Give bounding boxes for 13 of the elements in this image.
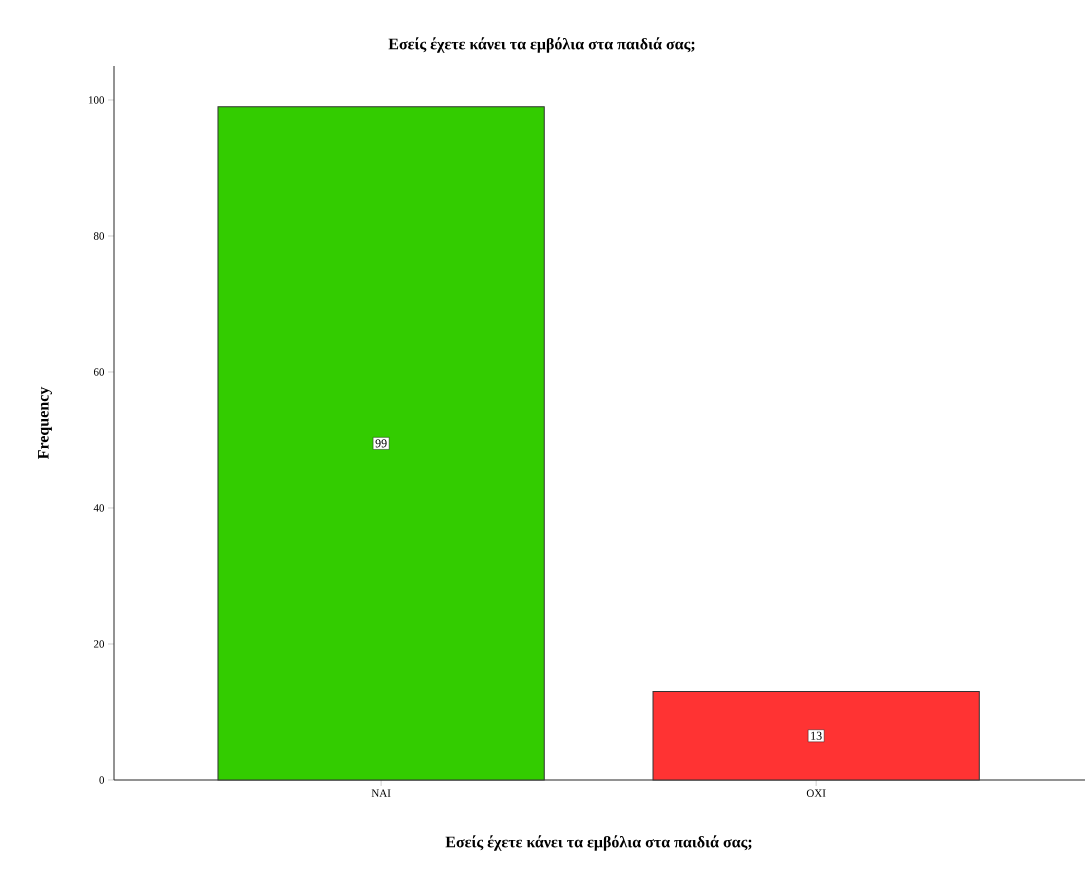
x-tick-label: ΟΧΙ	[806, 789, 826, 797]
y-axis-title: Frequency	[38, 386, 52, 460]
x-axis-title: Εσείς έχετε κάνει τα εμβόλια στα παιδιά σας;	[445, 835, 752, 851]
y-tick-label: 60	[93, 368, 105, 376]
y-tick-label: 40	[93, 504, 105, 512]
y-tick-label: 80	[93, 232, 105, 240]
y-tick-label: 20	[93, 640, 105, 648]
x-tick-label: ΝΑΙ	[371, 789, 391, 797]
chart-title: Εσείς έχετε κάνει τα εμβόλια στα παιδιά σας;	[388, 37, 695, 53]
y-tick-label: 0	[99, 776, 105, 784]
data-label: 13	[811, 731, 822, 740]
y-tick-label: 100	[88, 96, 105, 104]
data-label: 99	[375, 439, 387, 448]
